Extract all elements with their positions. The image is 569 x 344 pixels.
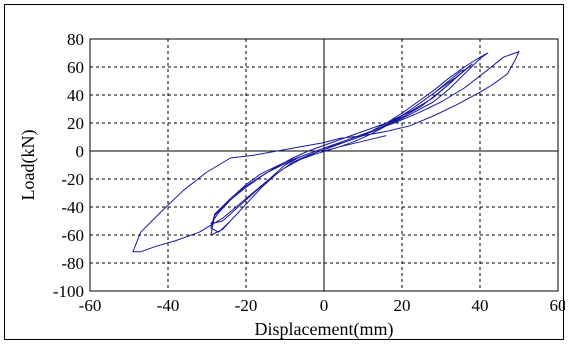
x-tick-labels: -60 -40 -20 0 20 40 60 bbox=[79, 296, 565, 315]
y-tick-label: 0 bbox=[76, 142, 85, 161]
y-tick-label: 80 bbox=[67, 30, 84, 49]
hysteresis-chart: -60 -40 -20 0 20 40 60 -100 -80 -60 -40 -20 0 20 40 60… bbox=[18, 30, 565, 340]
y-axis-label: Load(kN) bbox=[18, 130, 39, 201]
y-tick-labels: -100 -80 -60 -40 -20 0 20 40 60 80 bbox=[53, 30, 84, 301]
x-tick-label: 20 bbox=[394, 296, 411, 315]
chart-frame: -60 -40 -20 0 20 40 60 -100 -80 -60 -40 -20 0 20 40 60… bbox=[4, 4, 565, 340]
y-tick-label: 20 bbox=[67, 114, 84, 133]
x-tick-label: -20 bbox=[235, 296, 258, 315]
y-tick-label: -40 bbox=[61, 198, 84, 217]
x-tick-label: -60 bbox=[79, 296, 102, 315]
plot-border bbox=[89, 38, 559, 292]
y-tick-label: 60 bbox=[67, 58, 84, 77]
y-tick-label: -100 bbox=[53, 282, 84, 301]
y-tick-label: -80 bbox=[61, 254, 84, 273]
y-tick-label: 40 bbox=[67, 86, 84, 105]
zero-axes bbox=[90, 39, 558, 291]
series-layer bbox=[132, 51, 520, 253]
x-axis-label: Displacement(mm) bbox=[255, 319, 394, 340]
x-tick-label: 0 bbox=[320, 296, 329, 315]
y-tick-label: -20 bbox=[61, 170, 84, 189]
x-tick-label: 60 bbox=[550, 296, 566, 315]
x-tick-label: -40 bbox=[157, 296, 180, 315]
series-line-hysteresis bbox=[132, 51, 520, 253]
y-tick-label: -60 bbox=[61, 226, 84, 245]
x-tick-label: 40 bbox=[472, 296, 489, 315]
